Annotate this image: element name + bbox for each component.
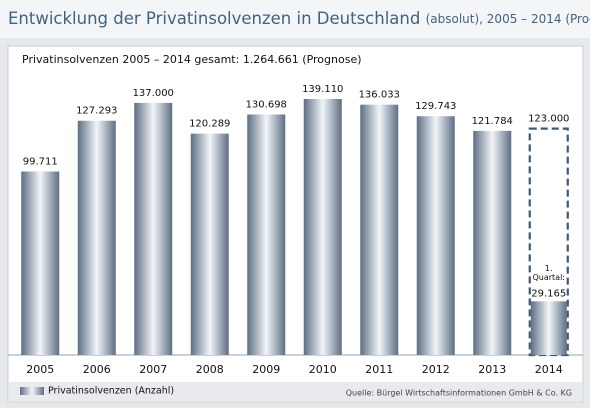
- x-tick-label: 2008: [196, 363, 224, 376]
- value-label: 137.000: [133, 88, 174, 99]
- value-label: 123.000: [528, 114, 569, 125]
- x-tick-label: 2005: [26, 363, 54, 376]
- x-tick-label: 2009: [252, 363, 280, 376]
- value-label: 136.033: [359, 90, 400, 101]
- x-tick-label: 2007: [139, 363, 167, 376]
- subtitle: Privatinsolvenzen 2005 – 2014 gesamt: 1.…: [22, 53, 362, 66]
- x-tick-label: 2012: [422, 363, 450, 376]
- x-tick-label: 2006: [83, 363, 111, 376]
- header-bg: [0, 0, 590, 38]
- partial-label: 1. Quartal:: [532, 264, 565, 283]
- bar: [21, 171, 60, 355]
- bar: [473, 130, 512, 355]
- value-label: 120.289: [189, 119, 230, 130]
- legend-bg: [9, 382, 582, 401]
- x-tick-label: 2010: [309, 363, 337, 376]
- value-label: 129.743: [415, 101, 456, 112]
- partial-bar: [530, 301, 567, 355]
- chart-title: Entwicklung der Privatinsolvenzen in Deu…: [8, 9, 590, 28]
- value-label: 130.698: [246, 99, 287, 110]
- legend-label: Privatinsolvenzen (Anzahl): [48, 386, 174, 397]
- source: Quelle: Bürgel Wirtschaftsinformationen …: [346, 389, 572, 398]
- bar: [77, 120, 116, 355]
- legend-swatch: [20, 387, 44, 395]
- bar: [134, 102, 173, 356]
- bar: [360, 104, 399, 356]
- value-label: 127.293: [76, 106, 117, 117]
- value-label: 99.711: [23, 157, 58, 168]
- bar: [190, 133, 229, 355]
- partial-value-label: 29.165: [531, 288, 566, 299]
- value-label: 139.110: [302, 84, 343, 95]
- bar: [247, 114, 286, 356]
- bar: [416, 116, 455, 355]
- x-tick-label: 2011: [365, 363, 393, 376]
- x-tick-label: 2014: [535, 363, 563, 376]
- x-tick-label: 2013: [478, 363, 506, 376]
- bar: [303, 99, 342, 355]
- value-label: 121.784: [472, 116, 513, 127]
